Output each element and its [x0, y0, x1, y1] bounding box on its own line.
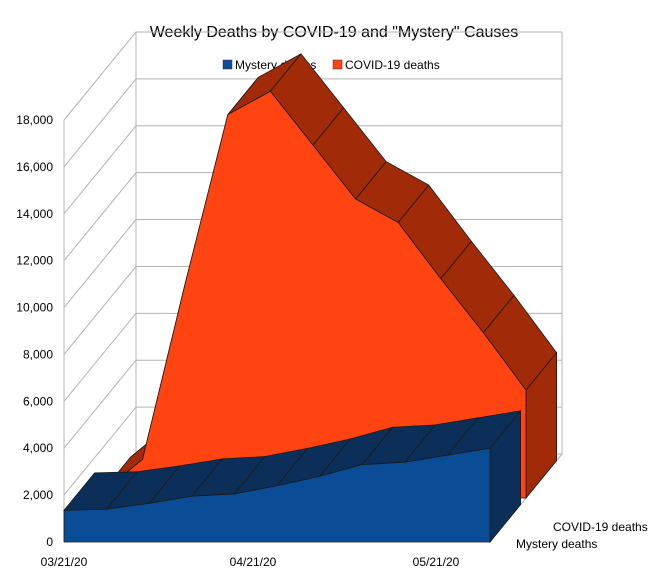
y-tick-label: 18,000: [16, 113, 53, 127]
legend: Mystery deaths COVID-19 deaths: [222, 58, 440, 72]
y-tick-label: 14,000: [16, 207, 53, 221]
area-front-face: [99, 90, 527, 499]
x-tick-label: 03/21/20: [41, 555, 88, 569]
area-front-face: [63, 447, 491, 543]
y-tick-label: 16,000: [16, 160, 53, 174]
y-tick-label: 0: [46, 535, 53, 549]
legend-swatch-covid: [332, 59, 343, 70]
x-axis-ticks: 03/21/20 04/21/20 05/21/20: [41, 555, 460, 569]
legend-swatch-mystery: [222, 59, 233, 70]
x-tick-label: 04/21/20: [230, 555, 277, 569]
plot-area: [63, 53, 558, 544]
y-tick-label: 4,000: [23, 441, 53, 455]
series-label-mystery: Mystery deaths: [516, 537, 597, 551]
y-tick-label: 12,000: [16, 254, 53, 268]
x-tick-label: 05/21/20: [413, 555, 460, 569]
y-tick-label: 2,000: [23, 488, 53, 502]
series-label-covid: COVID-19 deaths: [553, 520, 648, 534]
y-tick-label: 10,000: [16, 301, 53, 315]
y-axis-ticks: 0 2,000 4,000 6,000 8,000 10,000 12,000 14,000 1…: [16, 113, 53, 549]
y-tick-label: 8,000: [23, 347, 53, 361]
legend-label-covid: COVID-19 deaths: [345, 58, 440, 72]
y-tick-label: 6,000: [23, 394, 53, 408]
